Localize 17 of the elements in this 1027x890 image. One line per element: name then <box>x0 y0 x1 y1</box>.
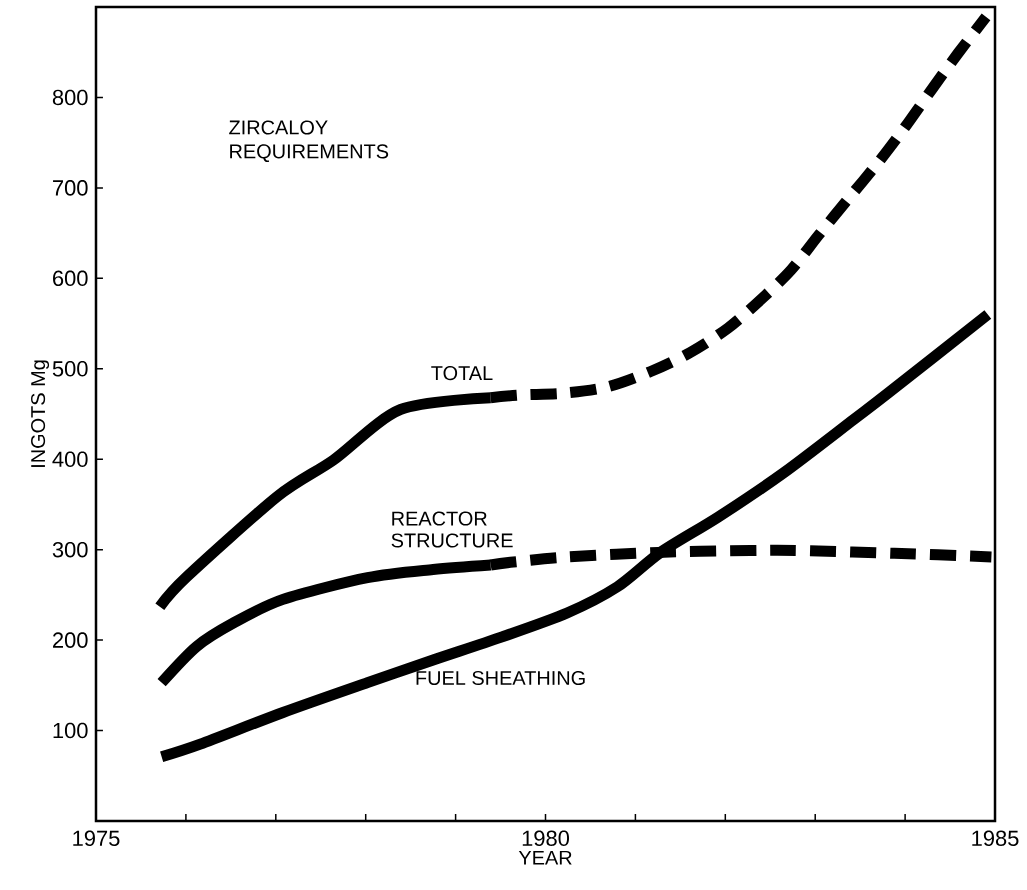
x-tick-label: 1985 <box>972 830 1019 847</box>
series-label: FUEL SHEATHING <box>416 670 585 686</box>
series-label: TOTAL <box>431 366 493 381</box>
series-label: REACTOR STRUCTURE <box>391 511 513 548</box>
y-axis-title: INGOTS Mg <box>31 360 50 467</box>
text: ZIRCALOY REQUIREMENTS <box>229 120 389 162</box>
y-tick-label: 600 <box>53 270 88 287</box>
y-tick-label: 500 <box>52 361 88 377</box>
y-tick-label: 200 <box>53 632 88 648</box>
y-tick-label: 800 <box>52 89 88 106</box>
y-tick-label: 700 <box>53 180 88 196</box>
y-tick-label: 100 <box>53 722 88 739</box>
x-tick-label: 1975 <box>73 830 120 847</box>
x-tick-label: 1980 <box>522 830 570 847</box>
y-tick-label: 300 <box>52 541 88 558</box>
y-tick-label: 400 <box>52 451 88 467</box>
x-axis-title: YEAR <box>518 850 572 865</box>
